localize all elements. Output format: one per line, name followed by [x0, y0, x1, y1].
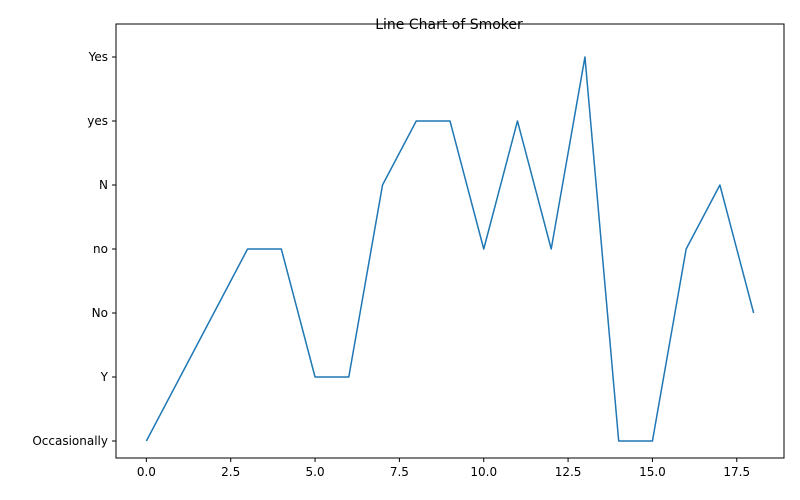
y-tick-label: N: [99, 178, 108, 192]
x-tick-label: 10.0: [470, 465, 497, 479]
x-tick-label: 2.5: [221, 465, 240, 479]
chart-title: Line Chart of Smoker: [375, 17, 523, 33]
x-tick-label: 0.0: [137, 465, 156, 479]
x-axis: 0.0 2.5 5.0 7.5 10.0 12.5 15.0 17.5: [137, 458, 750, 479]
y-tick-label: Yes: [88, 50, 108, 64]
y-tick-label: Y: [100, 370, 109, 384]
series-line: [145, 56, 755, 442]
x-tick-label: 7.5: [390, 465, 409, 479]
y-tick-label: No: [92, 306, 108, 320]
x-tick-label: 15.0: [639, 465, 666, 479]
x-tick-label: 12.5: [555, 465, 582, 479]
y-tick-label: no: [93, 242, 108, 256]
y-tick-label: Occasionally: [32, 434, 108, 448]
x-tick-label: 5.0: [306, 465, 325, 479]
plot-frame: [115, 23, 785, 459]
series-layer: [145, 56, 755, 442]
x-tick-label: 17.5: [723, 465, 750, 479]
y-tick-label: yes: [87, 114, 108, 128]
